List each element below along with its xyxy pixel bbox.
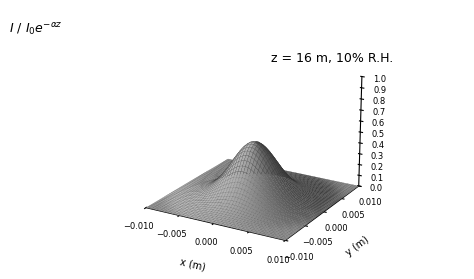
Y-axis label: y (m): y (m) [344, 234, 371, 258]
X-axis label: x (m): x (m) [179, 257, 207, 273]
Text: $I\ /\ I_0e^{-\alpha z}$: $I\ /\ I_0e^{-\alpha z}$ [9, 22, 63, 39]
Text: z = 16 m, 10% R.H.: z = 16 m, 10% R.H. [271, 52, 393, 65]
